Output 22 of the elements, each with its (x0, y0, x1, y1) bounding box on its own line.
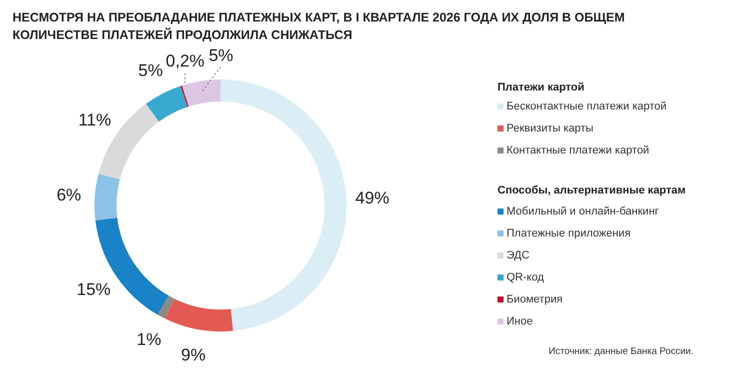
data-label: 9% (180, 346, 206, 365)
text: Платежи картой (498, 82, 584, 94)
data-label: 6% (56, 186, 82, 205)
data-label: 5% (138, 61, 163, 80)
data-label: 0,2% (166, 52, 205, 71)
legend-label: Реквизиты карты (506, 122, 594, 134)
text: Способы, альтернативные картам (498, 184, 686, 196)
chart-title: НЕСМОТРЯ НА ПРЕОБЛАДАНИЕ ПЛАТЕЖНЫХ КАРТ, В I КВАРТАЛЕ 2026 ГОДА ИХ ДОЛЯ В ОБЩЕМ КОЛИЧЕСТВЕ ПЛАТЕЖЕЙ ПРОДОЛЖИЛА СНИЖАТЬСЯ (12, 10, 625, 42)
legend-label: Бесконтактные платежи картой (506, 100, 667, 112)
data-label: 15% (76, 280, 111, 299)
legend-label: Биометрия (506, 294, 563, 306)
legend-label: QR-код (506, 272, 544, 284)
data-label: 1% (136, 330, 162, 350)
legend-label: Контактные платежи картой (506, 144, 650, 156)
legend-label: Мобильный и онлайн-банкинг (506, 206, 659, 218)
data-label: 49% (355, 188, 390, 208)
legend-label: ЭДС (506, 250, 530, 262)
legend-label: Иное (506, 316, 533, 328)
data-label: 11% (78, 110, 112, 130)
data-label: 5% (208, 46, 234, 65)
text: Источник: данные Банка России. (548, 346, 694, 357)
legend-label: Платежные приложения (506, 228, 631, 240)
